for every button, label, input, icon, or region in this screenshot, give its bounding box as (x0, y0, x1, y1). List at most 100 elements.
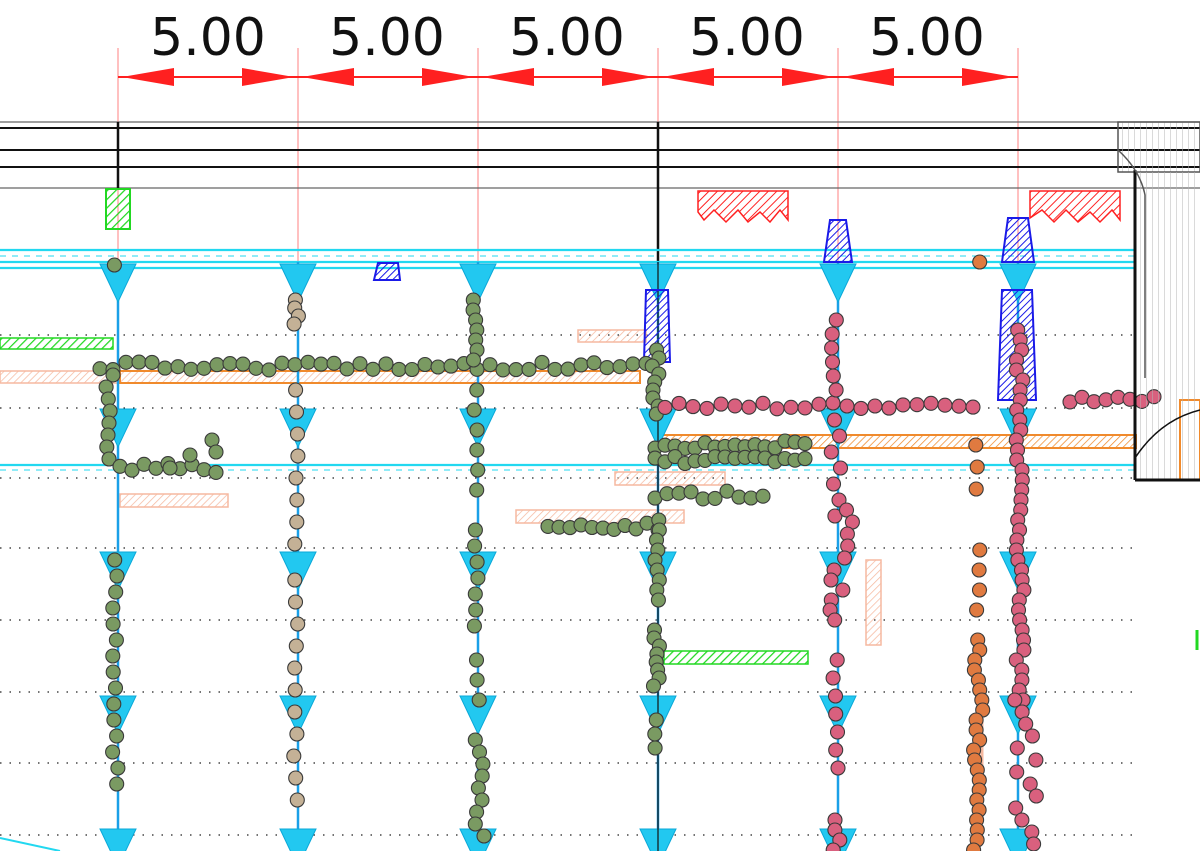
survey-point (966, 842, 982, 851)
survey-point (105, 664, 121, 680)
survey-point (378, 356, 394, 372)
survey-point (1028, 788, 1044, 804)
survey-point (683, 484, 699, 500)
survey-point (727, 398, 743, 414)
survey-point (972, 542, 988, 558)
survey-point (828, 742, 844, 758)
blue-hatch-marker (1000, 217, 1036, 263)
survey-point (797, 436, 813, 452)
water-level-edge (0, 837, 61, 851)
survey-point (755, 488, 771, 504)
peach-band (577, 329, 647, 343)
survey-point (829, 724, 846, 740)
green-band (0, 337, 114, 350)
survey-point (208, 464, 224, 480)
survey-point (783, 399, 799, 415)
survey-point (972, 254, 988, 270)
survey-point (828, 706, 844, 722)
survey-point (466, 402, 482, 418)
survey-point (467, 538, 483, 554)
survey-point (699, 400, 715, 416)
wall-body (1135, 172, 1200, 480)
survey-point (824, 354, 841, 370)
survey-point (106, 696, 122, 712)
survey-point (1008, 800, 1024, 816)
survey-point (196, 360, 212, 376)
survey-point (838, 502, 855, 518)
survey-point (797, 451, 813, 467)
survey-point (839, 398, 855, 414)
survey-point (923, 395, 939, 411)
survey-point (647, 740, 663, 756)
survey-point (824, 340, 840, 356)
survey-point (825, 395, 841, 411)
survey-point (825, 670, 841, 686)
arrow-head (482, 68, 534, 86)
survey-point (109, 568, 125, 584)
arrow-head (302, 68, 354, 86)
survey-point (968, 437, 984, 453)
survey-point (1028, 752, 1044, 768)
level-triangle-marker (279, 263, 317, 304)
dimension-label-5: 5.00 (869, 8, 985, 68)
survey-point (467, 586, 483, 602)
survey-point (829, 652, 845, 668)
survey-point (108, 584, 124, 600)
survey-point (645, 678, 662, 694)
survey-point (235, 356, 251, 372)
green-hatch-marker (105, 188, 131, 230)
survey-point (830, 760, 846, 776)
survey-point (971, 562, 987, 578)
survey-point (741, 399, 757, 415)
dimension-label-2: 5.00 (329, 8, 445, 68)
survey-point (508, 362, 524, 378)
survey-point (105, 367, 121, 383)
survey-point (288, 638, 304, 654)
survey-point (657, 399, 673, 415)
survey-point (287, 536, 303, 552)
column-lines (99, 262, 1037, 851)
survey-point (290, 616, 306, 632)
survey-point (430, 359, 446, 375)
survey-point (110, 760, 126, 776)
survey-point (182, 447, 198, 463)
survey-point (248, 360, 264, 376)
survey-point (107, 680, 124, 696)
survey-point (599, 360, 615, 376)
survey-point (286, 748, 302, 764)
peach-band (119, 493, 229, 508)
survey-point (289, 426, 306, 442)
arrow-head (662, 68, 714, 86)
survey-point (162, 460, 178, 476)
survey-point (289, 492, 305, 508)
survey-point (828, 382, 844, 398)
survey-point (495, 362, 511, 378)
survey-point (755, 395, 771, 411)
arrow-head (782, 68, 834, 86)
survey-point (288, 470, 304, 486)
survey-point (625, 356, 641, 372)
survey-point (835, 582, 851, 598)
blue-hatch-marker (642, 289, 672, 363)
survey-point (467, 816, 483, 832)
survey-point (1024, 728, 1040, 744)
survey-point (469, 672, 485, 688)
level-triangle-marker (999, 263, 1037, 304)
survey-point (827, 688, 844, 704)
survey-point (1018, 716, 1034, 732)
survey-point (825, 368, 841, 384)
survey-point (824, 326, 840, 342)
survey-point (909, 397, 925, 413)
survey-point (391, 361, 407, 377)
survey-point (825, 476, 842, 492)
wall-curve (1117, 149, 1146, 378)
red-hatch-marker (1029, 190, 1121, 224)
survey-point (365, 361, 381, 377)
survey-point (719, 483, 735, 499)
survey-point (288, 404, 305, 420)
survey-point (867, 398, 883, 414)
survey-point (1016, 642, 1032, 658)
survey-point (612, 359, 628, 375)
survey-point (469, 482, 485, 498)
survey-point (470, 570, 486, 586)
